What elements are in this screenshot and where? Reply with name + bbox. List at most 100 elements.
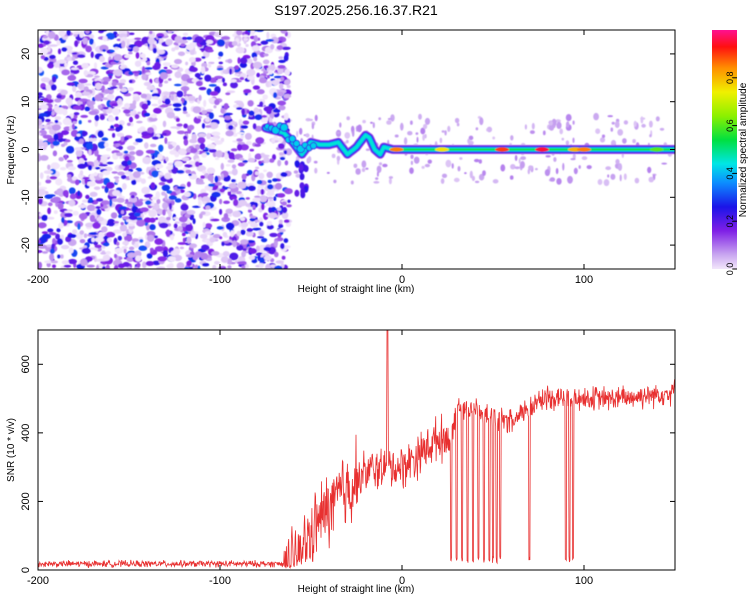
noise-blob <box>138 245 148 251</box>
noise-blob <box>394 134 399 138</box>
noise-blob <box>262 59 270 65</box>
noise-blob <box>92 222 101 229</box>
y-tick-label: 400 <box>20 424 32 442</box>
noise-blob <box>424 134 427 139</box>
noise-blob <box>386 120 392 125</box>
noise-blob <box>44 260 53 264</box>
noise-blob <box>286 204 292 208</box>
noise-blob <box>172 102 182 108</box>
noise-blob <box>70 67 79 71</box>
noise-blob <box>79 170 84 176</box>
noise-blob <box>269 158 275 163</box>
noise-blob <box>226 90 236 94</box>
noise-blob <box>113 54 123 61</box>
noise-blob <box>139 239 144 243</box>
colorbar-tick-label: 0.0 <box>725 263 735 276</box>
noise-blob <box>97 130 104 138</box>
noise-blob <box>249 215 257 219</box>
noise-blob <box>113 123 120 128</box>
noise-blob <box>40 77 51 83</box>
noise-blob <box>201 244 210 251</box>
noise-blob <box>586 165 592 170</box>
noise-blob <box>252 227 262 231</box>
noise-blob <box>278 59 286 64</box>
noise-blob <box>73 112 80 116</box>
noise-blob <box>236 107 243 110</box>
noise-blob <box>216 67 224 71</box>
noise-blob <box>202 170 207 174</box>
noise-blob <box>48 61 54 65</box>
noise-blob <box>272 109 281 113</box>
noise-blob <box>119 156 124 159</box>
noise-blob <box>227 159 235 163</box>
noise-blob <box>256 245 260 252</box>
noise-blob <box>447 125 451 132</box>
noise-blob <box>196 165 207 172</box>
noise-blob <box>81 130 87 137</box>
noise-blob <box>81 62 89 69</box>
noise-blob <box>581 156 588 161</box>
noise-blob <box>111 81 117 87</box>
noise-blob <box>245 203 251 208</box>
noise-blob <box>124 155 130 162</box>
noise-blob <box>141 103 149 110</box>
signal-dot <box>279 123 289 132</box>
noise-blob <box>236 244 244 251</box>
noise-blob <box>595 128 601 134</box>
noise-blob <box>209 122 219 130</box>
noise-blob <box>129 151 136 156</box>
noise-blob <box>64 62 68 68</box>
noise-blob <box>141 36 150 45</box>
noise-blob <box>228 152 235 160</box>
noise-blob <box>214 31 223 38</box>
noise-blob <box>60 89 68 96</box>
noise-blob <box>284 160 289 166</box>
noise-blob <box>370 121 373 124</box>
noise-blob <box>573 167 578 175</box>
y-tick-label: -10 <box>20 189 32 205</box>
noise-blob <box>242 120 250 125</box>
x-tick-label: -100 <box>209 274 231 286</box>
noise-blob <box>106 182 115 189</box>
noise-blob <box>206 108 214 112</box>
noise-blob <box>278 105 286 111</box>
snr-line <box>38 330 675 569</box>
noise-blob <box>390 114 395 122</box>
noise-blob <box>441 130 445 133</box>
noise-blob <box>246 140 252 146</box>
noise-blob <box>148 205 152 209</box>
noise-blob <box>240 229 246 235</box>
y-tick-label: 10 <box>20 96 32 108</box>
noise-blob <box>168 195 177 200</box>
noise-blob <box>239 217 246 221</box>
noise-blob <box>570 158 576 161</box>
noise-blob <box>38 125 45 129</box>
colorbar: 0.0 0.2 0.4 0.6 0.8 Normalized spectral ampl… <box>712 30 749 275</box>
noise-blob <box>614 121 620 128</box>
noise-blob <box>100 66 109 70</box>
noise-blob <box>80 258 88 266</box>
noise-blob <box>388 177 392 185</box>
noise-blob <box>276 207 282 211</box>
noise-blob <box>117 171 125 176</box>
noise-blob <box>520 161 525 169</box>
noise-blob <box>56 228 61 233</box>
noise-blob <box>260 153 265 157</box>
noise-blob <box>129 196 138 203</box>
noise-blob <box>440 178 445 184</box>
noise-blob <box>572 120 575 125</box>
noise-blob <box>251 45 260 52</box>
noise-blob <box>157 171 164 176</box>
noise-blob <box>231 41 238 46</box>
noise-blob <box>101 137 109 142</box>
noise-blob <box>162 120 167 128</box>
noise-blob <box>164 98 171 105</box>
noise-blob <box>86 181 96 187</box>
noise-blob <box>151 154 155 160</box>
noise-blob <box>134 37 142 41</box>
noise-blob <box>220 173 224 181</box>
noise-blob <box>529 130 535 135</box>
noise-blob <box>156 198 161 205</box>
noise-blob <box>220 162 224 171</box>
noise-blob <box>174 160 184 168</box>
